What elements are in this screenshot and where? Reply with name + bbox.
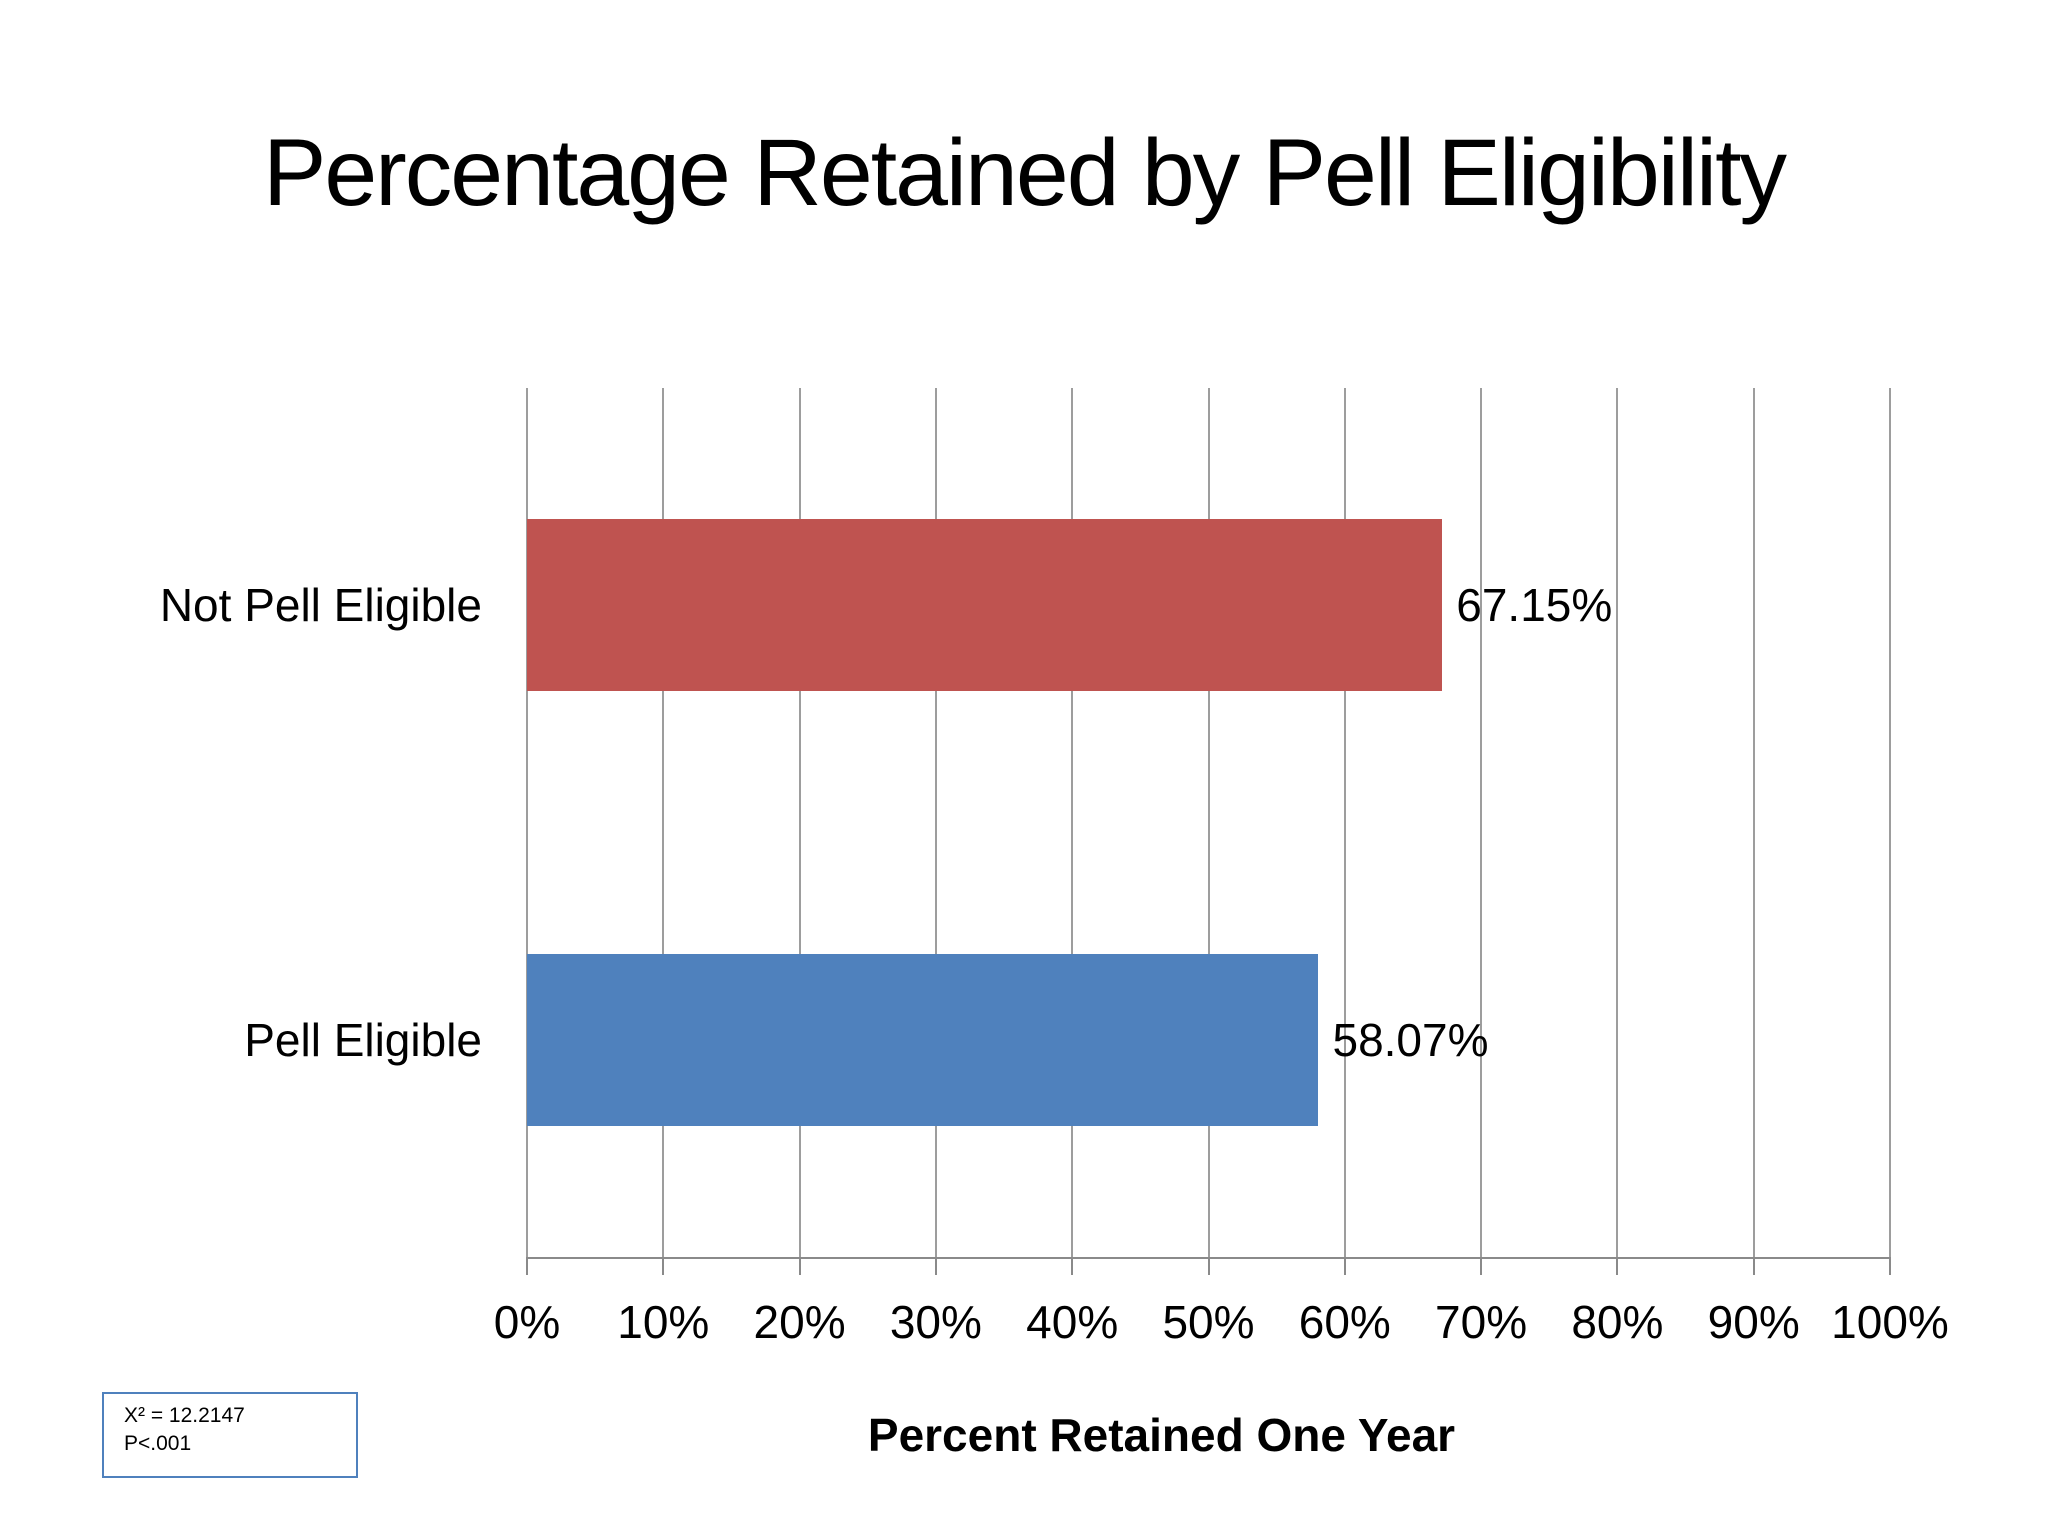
x-tick-label-0: 0% (493, 1296, 561, 1348)
x-tick-mark-5 (1207, 1257, 1210, 1275)
x-tick-mark-6 (1343, 1257, 1346, 1275)
x-tick-mark-3 (934, 1257, 937, 1275)
gridline-1 (662, 388, 665, 1257)
x-tick-label-6: 60% (1298, 1296, 1391, 1348)
gridline-2 (798, 388, 801, 1257)
x-tick-label-2: 20% (753, 1296, 846, 1348)
gridline-3 (934, 388, 937, 1257)
x-tick-label-5: 50% (1162, 1296, 1255, 1348)
x-axis-line (527, 1257, 1890, 1259)
gridline-6 (1343, 388, 1346, 1257)
chart-title: Percentage Retained by Pell Eligibility (262, 120, 1787, 226)
x-tick-label-3: 30% (889, 1296, 982, 1348)
x-tick-mark-0 (526, 1257, 528, 1275)
gridline-5 (1207, 388, 1210, 1257)
x-tick-label-7: 70% (1435, 1296, 1528, 1348)
value-label-pell-eligible: 58.07% (1332, 1013, 1489, 1066)
chi-square-annotation-box: X² = 12.2147 P<.001 (102, 1392, 358, 1478)
x-tick-mark-1 (662, 1257, 665, 1275)
x-tick-mark-7 (1480, 1257, 1483, 1275)
gridline-4 (1071, 388, 1074, 1257)
x-tick-mark-4 (1071, 1257, 1074, 1275)
x-tick-label-8: 80% (1571, 1296, 1664, 1348)
category-label-not-pell-eligible: Not Pell Eligible (159, 579, 482, 632)
gridline-0 (526, 388, 528, 1257)
bar-pell-eligible (527, 953, 1319, 1126)
plot-area: 0% 10% 20% 30% 40% 50% 60% 70% 80% 90% 100% 67.15% 5… (494, 388, 1949, 1348)
x-tick-mark-8 (1616, 1257, 1619, 1275)
x-tick-label-4: 40% (1026, 1296, 1119, 1348)
category-label-pell-eligible: Pell Eligible (244, 1013, 482, 1066)
gridline-7 (1480, 388, 1483, 1257)
gridline-10 (1889, 388, 1891, 1257)
x-tick-label-9: 90% (1707, 1296, 1800, 1348)
chi-square-value: X² = 12.2147 (124, 1404, 245, 1427)
gridline-9 (1752, 388, 1755, 1257)
value-label-not-pell-eligible: 67.15% (1456, 579, 1613, 632)
x-tick-label-1: 10% (617, 1296, 710, 1348)
bar-not-pell-eligible (527, 519, 1443, 692)
gridline-8 (1616, 388, 1619, 1257)
x-axis-title: Percent Retained One Year (867, 1409, 1456, 1461)
x-tick-mark-9 (1752, 1257, 1755, 1275)
x-tick-label-10: 100% (1831, 1296, 1949, 1348)
p-value: P<.001 (124, 1432, 192, 1455)
x-tick-mark-10 (1889, 1257, 1891, 1275)
x-tick-mark-2 (798, 1257, 801, 1275)
